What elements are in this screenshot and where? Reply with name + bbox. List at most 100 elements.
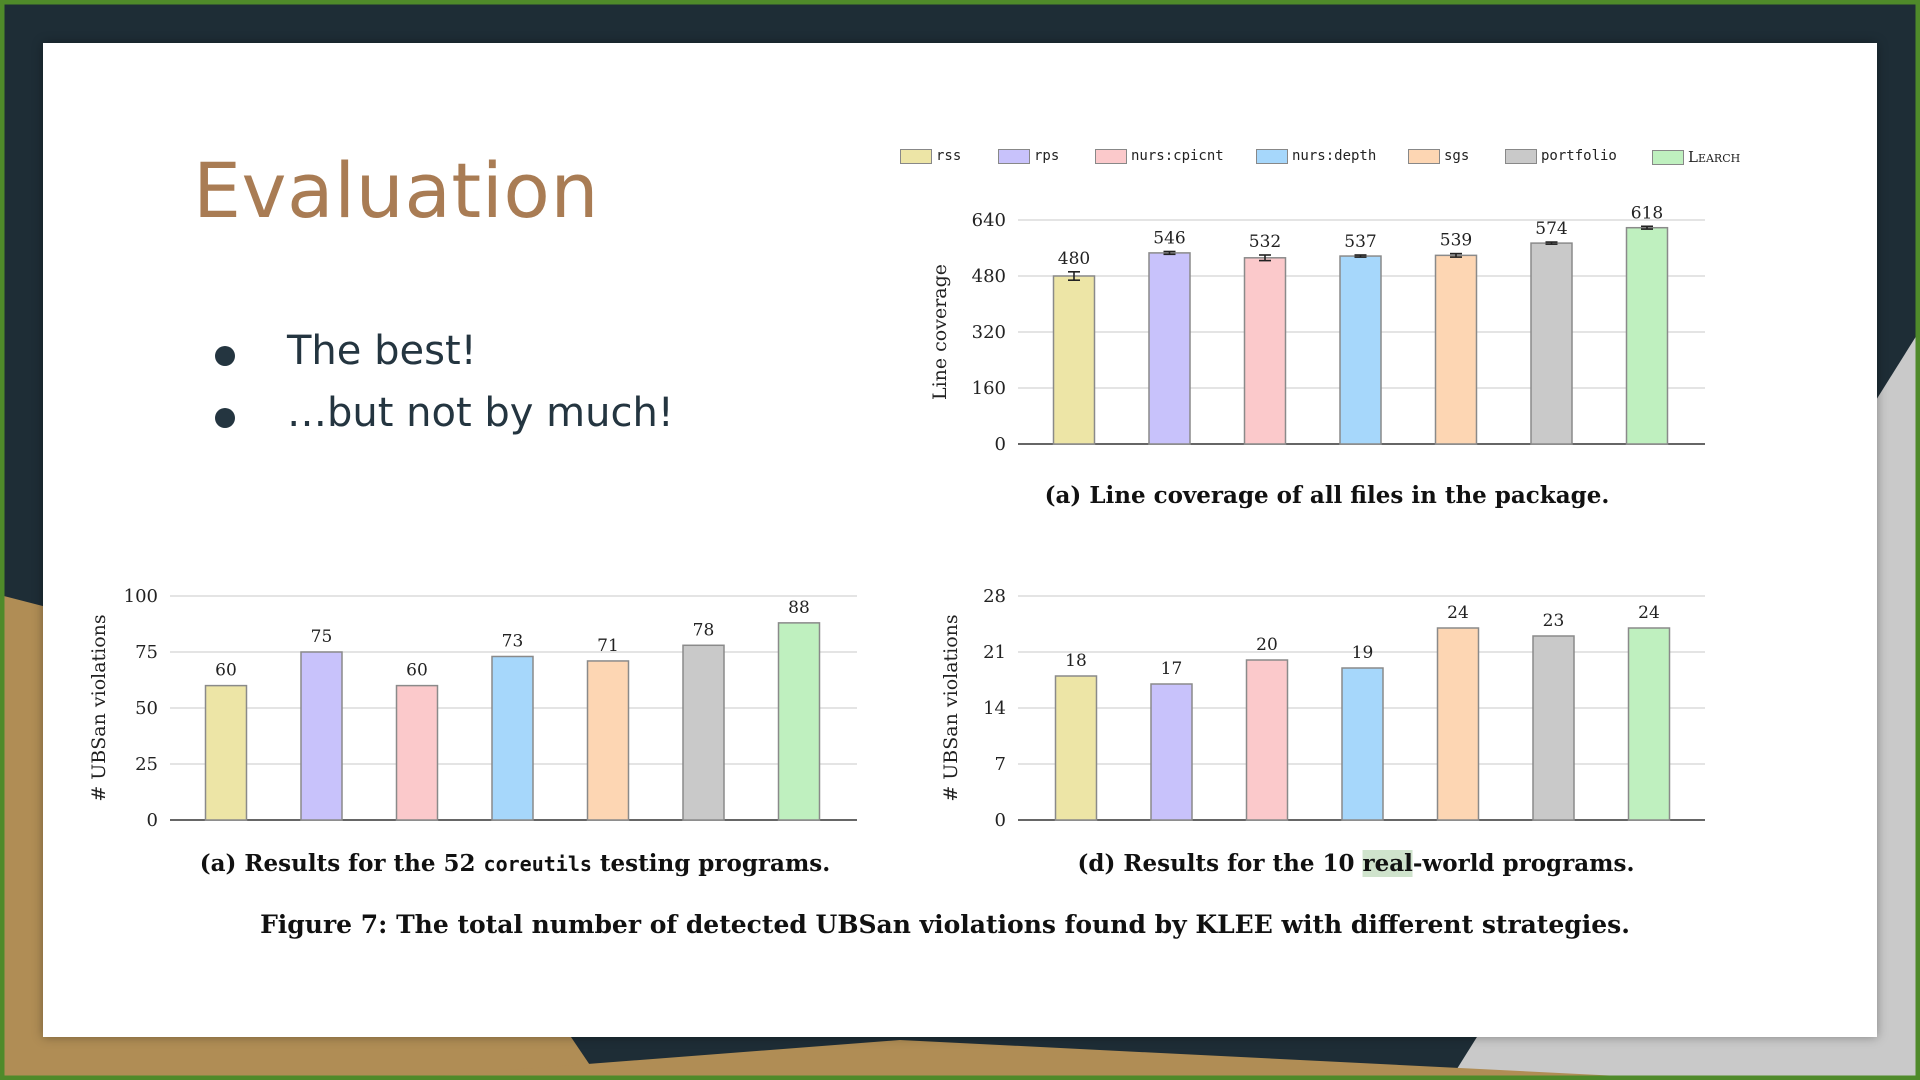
data-label: 60 <box>215 661 237 681</box>
legend-label: portfolio <box>1541 148 1617 164</box>
y-tick-label: 7 <box>995 754 1006 775</box>
bar-rss <box>204 684 248 821</box>
data-label: 17 <box>1161 659 1183 679</box>
bar-nurs-depth <box>1341 667 1384 821</box>
data-label: 60 <box>406 661 428 681</box>
data-label: 19 <box>1352 643 1374 663</box>
legend-swatch <box>1256 148 1288 164</box>
bar-nurs-depth <box>1339 255 1382 445</box>
caption-highlight: real <box>1362 850 1413 877</box>
realworld-caption: (d) Results for the 10 real-world progra… <box>1077 850 1635 877</box>
legend-item-nurs-depth: nurs:depth <box>1256 148 1376 164</box>
bar-nurs-cpicnt <box>1245 659 1289 821</box>
data-label: 539 <box>1440 231 1472 251</box>
legend-item-rss: rss <box>900 148 961 164</box>
line-coverage-chart: 0 160 320 480 640 Line coverage 480 546 532 537 53… <box>929 203 1705 455</box>
data-label: 532 <box>1249 232 1281 252</box>
bullet-dot-icon <box>215 346 235 366</box>
data-label: 18 <box>1065 651 1087 671</box>
bullet-dot-icon <box>215 408 235 428</box>
legend-item-portfolio: portfolio <box>1505 148 1617 164</box>
bar-rss <box>1052 275 1096 445</box>
bar-nurs-cpicnt <box>395 684 439 821</box>
legend-swatch <box>1095 148 1127 164</box>
legend-item-nurs-cpicnt: nurs:cpicnt <box>1095 148 1224 164</box>
legend-swatch <box>1505 148 1537 164</box>
y-tick-label: 100 <box>124 586 158 607</box>
bullet-text: …but not by much! <box>287 390 674 436</box>
legend-label: nurs:cpicnt <box>1131 148 1224 164</box>
bar-learch <box>1625 226 1669 445</box>
bullet-text: The best! <box>287 328 477 374</box>
bar-learch <box>777 622 821 821</box>
legend-label: rps <box>1034 148 1060 164</box>
y-axis-label: # UBSan violations <box>88 614 110 801</box>
y-tick-label: 640 <box>972 210 1006 231</box>
slide-title: Evaluation <box>193 146 600 235</box>
caption-code: coreutils <box>483 852 592 876</box>
figure-caption: Figure 7: The total number of detected U… <box>260 910 1630 939</box>
caption-prefix: (a) Results for the 52 <box>199 850 484 877</box>
y-tick-label: 480 <box>972 266 1006 287</box>
y-tick-label: 160 <box>972 378 1006 399</box>
legend-item-learch: Learch <box>1652 148 1740 166</box>
slide <box>43 43 1877 1037</box>
caption-text: (a) Line coverage of all files in the pa… <box>1044 482 1610 509</box>
bar-sgs <box>586 660 630 821</box>
data-label: 546 <box>1153 229 1185 249</box>
legend-label: sgs <box>1444 148 1470 164</box>
y-tick-label: 0 <box>147 810 158 831</box>
y-axis-label: # UBSan violations <box>940 614 962 801</box>
legend-label: Learch <box>1688 148 1741 166</box>
y-tick-label: 75 <box>135 642 158 663</box>
y-tick-label: 0 <box>995 434 1006 455</box>
data-label: 537 <box>1344 232 1376 252</box>
bar-sgs <box>1434 254 1478 445</box>
legend-label: nurs:depth <box>1292 148 1377 164</box>
caption-suffix: -world programs. <box>1412 850 1635 877</box>
legend-swatch <box>998 148 1030 164</box>
y-tick-label: 0 <box>995 810 1006 831</box>
realworld-ubsan-chart: 0 7 14 21 28 # UBSan violations 18 17 20 19 24 23 24 <box>940 586 1705 831</box>
y-tick-label: 50 <box>135 698 158 719</box>
data-label: 23 <box>1543 611 1565 631</box>
data-label: 88 <box>788 598 810 618</box>
y-tick-label: 14 <box>983 698 1006 719</box>
legend-swatch <box>1408 148 1440 164</box>
y-tick-label: 28 <box>983 586 1006 607</box>
data-label: 73 <box>502 631 524 651</box>
caption-suffix: testing programs. <box>591 850 831 877</box>
data-label: 71 <box>597 636 619 656</box>
data-label: 24 <box>1447 603 1469 623</box>
legend-item-rps: rps <box>998 148 1059 164</box>
bar-sgs <box>1436 627 1480 821</box>
legend-label: rss <box>936 148 962 164</box>
y-tick-label: 21 <box>983 642 1006 663</box>
bar-portfolio <box>682 644 725 821</box>
data-label: 75 <box>311 627 333 647</box>
coreutils-caption: (a) Results for the 52 coreutils testing… <box>200 850 830 877</box>
y-tick-label: 25 <box>135 754 158 775</box>
legend-item-sgs: sgs <box>1408 148 1469 164</box>
y-tick-label: 320 <box>972 322 1006 343</box>
bar-portfolio <box>1532 635 1575 821</box>
bar-rss <box>1054 675 1098 821</box>
data-label: 574 <box>1535 219 1567 239</box>
bar-nurs-cpicnt <box>1243 257 1287 445</box>
coreutils-ubsan-chart: 0 25 50 75 100 # UBSan violations 60 75 60 73 71 78… <box>88 586 857 831</box>
caption-prefix: (d) Results for the 10 <box>1077 850 1363 877</box>
data-label: 20 <box>1256 635 1278 655</box>
line-coverage-caption: (a) Line coverage of all files in the pa… <box>1045 482 1610 509</box>
data-label: 78 <box>693 620 715 640</box>
bar-rps <box>1148 252 1191 445</box>
data-label: 24 <box>1638 603 1660 623</box>
bar-nurs-depth <box>491 655 534 821</box>
data-label: 480 <box>1058 249 1090 269</box>
bar-rps <box>1150 683 1193 821</box>
y-axis-label: Line coverage <box>929 264 951 400</box>
data-label: 618 <box>1631 203 1663 223</box>
bar-portfolio <box>1530 242 1573 445</box>
bar-learch <box>1627 627 1671 821</box>
bar-rps <box>300 651 343 821</box>
legend-swatch <box>900 148 932 164</box>
